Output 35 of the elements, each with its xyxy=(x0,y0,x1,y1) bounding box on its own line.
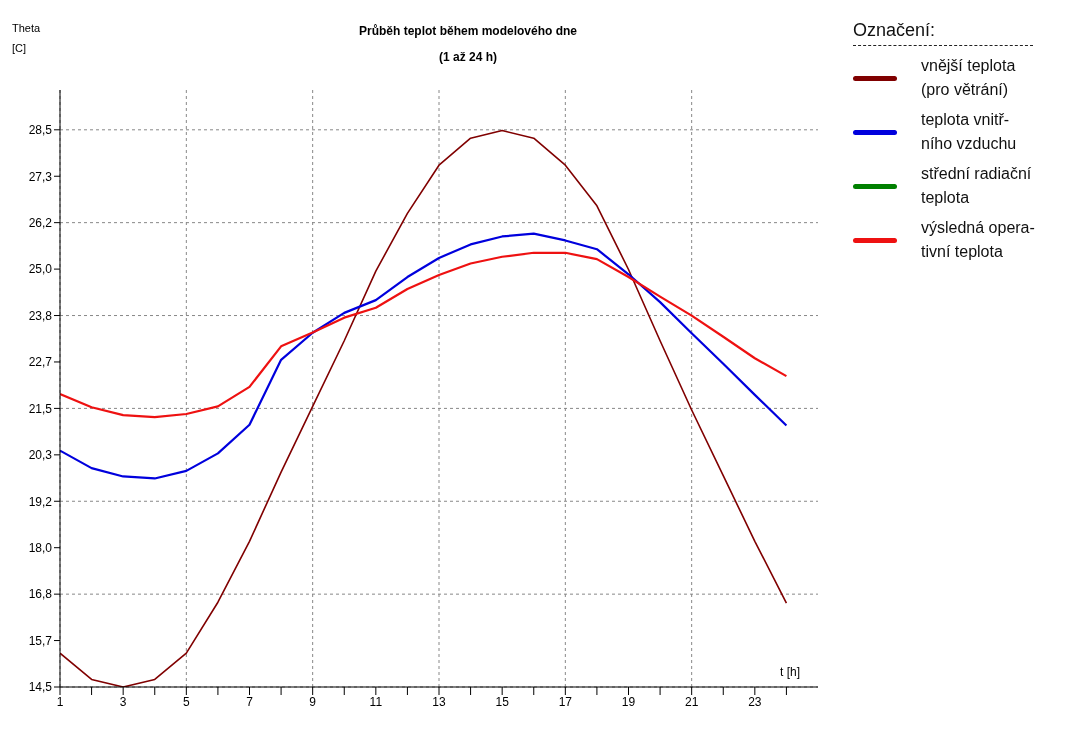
y-axis-title: Theta [C] xyxy=(12,21,42,56)
y-tick-label: 19,2 xyxy=(28,494,53,509)
y-tick-label: 18,0 xyxy=(28,540,53,555)
legend-label: vnější teplota (pro větrání) xyxy=(921,56,1017,100)
line-series xyxy=(60,232,788,480)
y-tick-label: 14,5 xyxy=(28,680,53,695)
x-tick-label: 7 xyxy=(246,694,254,709)
y-tick-label: 26,2 xyxy=(28,215,53,230)
x-tick-label: 23 xyxy=(748,694,762,709)
y-tick-label: 21,5 xyxy=(28,401,53,416)
x-tick-label: 1 xyxy=(56,694,64,709)
x-axis-title: t [h] xyxy=(780,665,801,679)
x-tick-label: 13 xyxy=(432,694,446,709)
chart-subtitle: (1 až 24 h) xyxy=(438,49,498,66)
x-tick-label: 17 xyxy=(558,694,573,709)
x-tick-label: 19 xyxy=(621,694,636,709)
x-tick-label: 5 xyxy=(182,694,190,709)
legend-label: výsledná opera-tivní teplota xyxy=(921,218,1036,262)
line-series xyxy=(60,129,788,687)
x-tick-label: 9 xyxy=(309,694,317,709)
x-tick-label: 21 xyxy=(684,694,699,709)
y-tick-label: 16,8 xyxy=(28,587,53,602)
x-tick-label: 11 xyxy=(369,694,383,709)
chart-title: Průběh teplot během modelového dne xyxy=(358,23,578,40)
y-tick-label: 27,3 xyxy=(28,169,53,184)
y-tick-label: 22,7 xyxy=(28,355,53,370)
x-tick-label: 15 xyxy=(495,694,510,709)
y-tick-label: 25,0 xyxy=(28,262,53,277)
y-tick-label: 28,5 xyxy=(28,123,53,138)
y-tick-label: 15,7 xyxy=(28,633,53,648)
y-tick-label: 20,3 xyxy=(28,448,53,463)
line-series xyxy=(60,251,788,419)
y-tick-label: 23,8 xyxy=(28,308,53,323)
legend-title: Označení: xyxy=(853,20,937,41)
x-tick-label: 3 xyxy=(119,694,127,709)
